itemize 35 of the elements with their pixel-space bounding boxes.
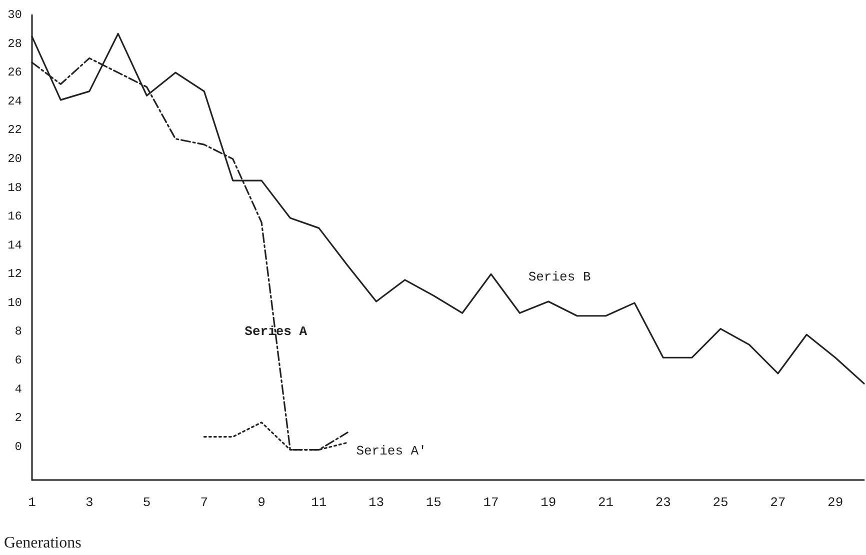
- y-tick-label: 30: [8, 8, 22, 22]
- x-tick-label: 1: [28, 495, 36, 510]
- y-tick-label: 6: [14, 354, 22, 368]
- x-tick-label: 11: [311, 495, 327, 510]
- x-tick-label: 17: [483, 495, 499, 510]
- y-tick-label: 26: [8, 66, 22, 80]
- x-tick-label: 5: [142, 495, 151, 510]
- y-tick-label: 0: [14, 440, 22, 454]
- y-tick-label: 14: [8, 238, 22, 252]
- y-tick-label: 16: [8, 210, 22, 224]
- x-axis-title: Generations: [4, 534, 82, 552]
- x-tick-label: 3: [85, 495, 94, 510]
- y-tick-label: 4: [14, 382, 22, 396]
- y-tick-label: 12: [8, 267, 22, 282]
- y-tick-label: 22: [8, 123, 22, 138]
- x-tick-label: 7: [200, 495, 208, 510]
- x-tick-label: 21: [598, 495, 614, 510]
- y-tick-label: 24: [8, 94, 22, 108]
- x-tick-label: 25: [712, 495, 728, 510]
- y-tick-label: 18: [8, 180, 22, 195]
- y-tick-label: 20: [8, 152, 22, 166]
- x-tick-label: 27: [770, 495, 786, 510]
- series-label: Series A: [244, 324, 308, 340]
- x-tick-label: 23: [655, 495, 671, 510]
- x-tick-label: 19: [540, 495, 556, 510]
- y-tick-label: 10: [8, 296, 22, 310]
- x-tick-label: 13: [368, 495, 384, 510]
- y-tick-label: 8: [14, 324, 22, 339]
- x-tick-label: 15: [426, 495, 442, 510]
- y-tick-label: 28: [8, 36, 22, 51]
- x-tick-label: 29: [828, 495, 844, 510]
- series-label: Series A': [356, 444, 426, 459]
- series-label: Series B: [528, 270, 591, 285]
- x-tick-label: 9: [258, 495, 266, 510]
- y-tick-label: 2: [14, 411, 22, 426]
